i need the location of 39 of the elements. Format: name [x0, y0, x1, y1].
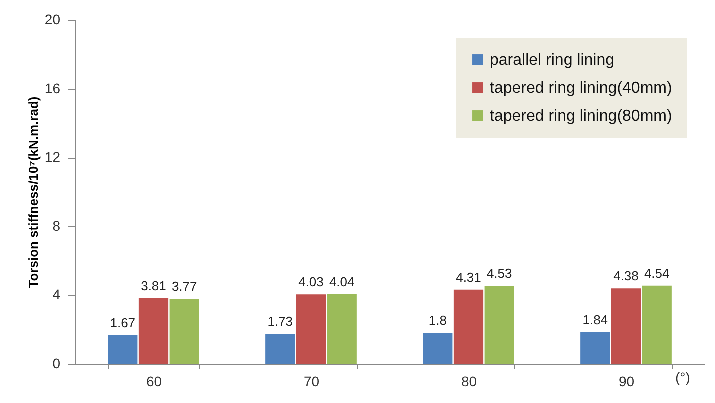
data-label: 4.53: [486, 266, 512, 282]
legend-label: tapered ring lining(80mm): [490, 108, 672, 125]
y-tick-label: 12: [44, 149, 61, 166]
legend-label: tapered ring lining(40mm): [490, 80, 672, 97]
data-label: 4.03: [298, 274, 324, 290]
y-tick-label: 16: [44, 80, 61, 96]
x-tick-label: 90: [618, 374, 635, 390]
data-label: 4.04: [329, 274, 355, 290]
data-label: 3.77: [172, 279, 198, 294]
y-tick-label: 20: [44, 12, 61, 28]
data-label: 1.73: [268, 314, 294, 330]
bar: [296, 294, 326, 364]
y-tick-label: 4: [52, 286, 61, 303]
bar: [642, 286, 672, 364]
bar: [484, 286, 514, 364]
data-label: 1.84: [582, 312, 608, 328]
data-label: 4.54: [644, 266, 670, 281]
bar: [611, 288, 642, 364]
bar: [108, 335, 138, 364]
bar: [266, 334, 296, 364]
x-axis-title: (°): [676, 370, 690, 386]
bar: [170, 299, 200, 364]
data-label: 4.38: [614, 268, 639, 284]
y-tick-label: 0: [52, 356, 61, 372]
data-label: 3.81: [141, 278, 166, 294]
data-label: 4.31: [456, 270, 482, 285]
legend-label: parallel ring lining: [490, 52, 615, 69]
x-tick-label: 70: [304, 374, 320, 390]
y-tick-label: 8: [52, 218, 61, 234]
bar: [327, 294, 357, 364]
y-axis-title: Torsion stiffness/10⁷(kN.m.rad): [26, 96, 41, 288]
bar: [423, 333, 453, 364]
x-tick-label: 80: [461, 374, 478, 390]
bar: [580, 332, 610, 364]
data-label: 1.67: [110, 315, 136, 330]
bar: [454, 290, 484, 364]
x-tick-label: 60: [146, 374, 162, 390]
bar: [138, 298, 169, 364]
data-label: 1.8: [428, 313, 447, 328]
